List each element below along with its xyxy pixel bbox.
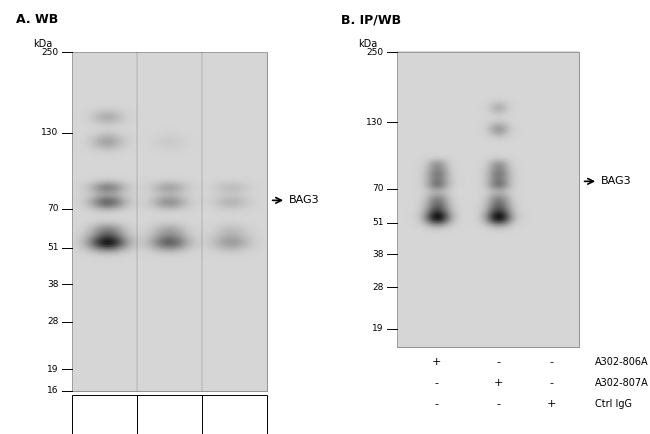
Text: BAG3: BAG3: [601, 176, 632, 186]
Text: -: -: [435, 398, 439, 409]
Text: 70: 70: [47, 204, 58, 214]
Text: 70: 70: [372, 184, 383, 193]
Text: 130: 130: [41, 128, 58, 137]
Text: 250: 250: [367, 48, 384, 56]
Text: A. WB: A. WB: [16, 13, 58, 26]
Text: 28: 28: [372, 283, 383, 292]
Text: +: +: [547, 398, 556, 409]
Text: 38: 38: [47, 279, 58, 289]
Text: 50: 50: [97, 414, 111, 424]
Text: 28: 28: [47, 317, 58, 326]
Text: Ctrl IgG: Ctrl IgG: [595, 398, 632, 409]
Text: BAG3: BAG3: [289, 195, 320, 205]
Text: 19: 19: [47, 365, 58, 374]
Bar: [72, 52, 266, 391]
Text: 19: 19: [372, 324, 383, 333]
Text: 15: 15: [162, 414, 176, 424]
Text: B. IP/WB: B. IP/WB: [341, 13, 402, 26]
Text: +: +: [494, 378, 503, 388]
Text: -: -: [497, 357, 500, 367]
Text: -: -: [435, 378, 439, 388]
Bar: [72, 52, 266, 391]
Text: 130: 130: [366, 118, 384, 127]
Text: A302-807A: A302-807A: [595, 378, 649, 388]
Bar: [396, 52, 578, 347]
Text: 16: 16: [47, 386, 58, 395]
Text: kDa: kDa: [32, 39, 52, 49]
Text: -: -: [497, 398, 500, 409]
Text: 5: 5: [231, 414, 237, 424]
Text: kDa: kDa: [358, 39, 377, 49]
Text: 250: 250: [42, 48, 58, 56]
Bar: [396, 52, 578, 347]
Text: -: -: [549, 357, 553, 367]
Text: A302-806A: A302-806A: [595, 357, 649, 367]
Text: -: -: [549, 378, 553, 388]
Text: 51: 51: [47, 243, 58, 252]
Text: 51: 51: [372, 218, 383, 227]
Text: +: +: [432, 357, 441, 367]
Bar: [72, 395, 266, 434]
Text: 38: 38: [372, 250, 383, 259]
